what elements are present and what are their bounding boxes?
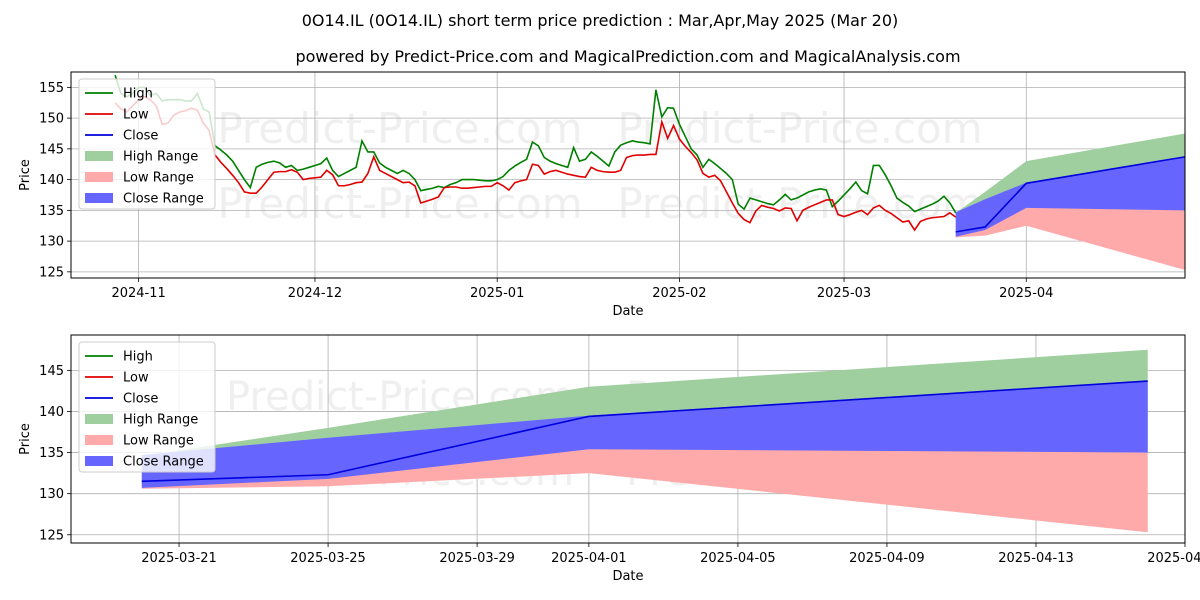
legend-patch-swatch (85, 172, 113, 182)
legend-label: Low Range (123, 171, 194, 186)
legend-patch-swatch (85, 435, 113, 445)
watermark-text: Predict-Price.com (617, 179, 982, 228)
low-series-line (114, 95, 957, 232)
x-tick-label: 2025-04-05 (700, 551, 776, 566)
y-tick-label: 135 (39, 204, 64, 219)
legend-label: Close (123, 129, 158, 144)
y-tick-label: 130 (39, 487, 64, 502)
watermark-text: Predict-Price.com (617, 104, 982, 153)
plot-frame (70, 71, 1186, 279)
x-tick-label: 2024-11 (111, 286, 165, 301)
legend-label: High Range (123, 150, 198, 165)
x-tick-label: 2025-04 (999, 286, 1053, 301)
x-tick-label: 2025-03 (817, 286, 871, 301)
y-tick-label: 140 (39, 173, 64, 188)
watermark-text: Predict-Price.com (217, 104, 582, 153)
plot-area (141, 349, 1148, 533)
legend: High Low Close High Range Low Range Close Ran… (78, 341, 216, 473)
x-tick-label: 2024-12 (288, 286, 342, 301)
x-axis-label: Date (612, 304, 643, 319)
y-tick-label: 135 (39, 446, 64, 461)
x-axis-label: Date (612, 569, 643, 584)
x-tick-label: 2025-04-17 (1147, 551, 1200, 566)
y-tick-label: 145 (39, 142, 64, 157)
chart-subtitle: powered by Predict-Price.com and Magical… (295, 47, 960, 66)
chart-title: 0O14.IL (0O14.IL) short term price predi… (302, 11, 899, 30)
y-tick-label: 145 (39, 364, 64, 379)
x-tick-label: 2025-03-25 (290, 551, 366, 566)
y-axis-label: Price (18, 159, 33, 191)
close-series-line (141, 380, 1148, 483)
legend-patch-swatch (85, 151, 113, 161)
close-series-line (955, 156, 1185, 233)
plot-area (114, 74, 1185, 271)
legend-label: Low Range (123, 434, 194, 449)
close-range-band (955, 156, 1185, 237)
legend-patch-swatch (85, 414, 113, 424)
y-tick-label: 140 (39, 405, 64, 420)
x-tick-label: 2025-04-09 (849, 551, 925, 566)
close-range-band (141, 381, 1148, 488)
legend-patch-swatch (85, 193, 113, 203)
y-tick-label: 130 (39, 235, 64, 250)
x-tick-label: 2025-04-01 (551, 551, 627, 566)
legend-label: Close Range (123, 455, 204, 470)
high-series-line (114, 74, 957, 214)
legend-label: Low (123, 108, 149, 123)
legend: High Low Close High Range Low Range Close Ran… (78, 78, 216, 210)
legend-label: Close (123, 392, 158, 407)
x-tick-label: 2025-04-13 (998, 551, 1074, 566)
y-tick-label: 125 (39, 528, 64, 543)
legend-label: High Range (123, 413, 198, 428)
lower-plot: Predict-Price.comPredict-Price.comPredic… (18, 334, 1200, 584)
x-tick-label: 2025-03-29 (439, 551, 515, 566)
upper-plot: Predict-Price.com Predict-Price.com Predic… (18, 71, 1186, 319)
legend-label: Low (123, 371, 149, 386)
plot-frame (70, 334, 1186, 544)
x-tick-label: 2025-02 (652, 286, 706, 301)
y-tick-label: 125 (39, 265, 64, 280)
y-tick-label: 150 (39, 112, 64, 127)
watermark-text: Predict-Price.com (217, 179, 582, 228)
low-range-band (955, 207, 1185, 271)
y-tick-label: 155 (39, 81, 64, 96)
legend-patch-swatch (85, 456, 113, 466)
legend-label: Close Range (123, 192, 204, 207)
y-axis-label: Price (18, 423, 33, 455)
legend-label: High (123, 350, 153, 365)
legend-label: High (123, 87, 153, 102)
x-tick-label: 2025-03-21 (141, 551, 217, 566)
x-tick-label: 2025-01 (470, 286, 524, 301)
